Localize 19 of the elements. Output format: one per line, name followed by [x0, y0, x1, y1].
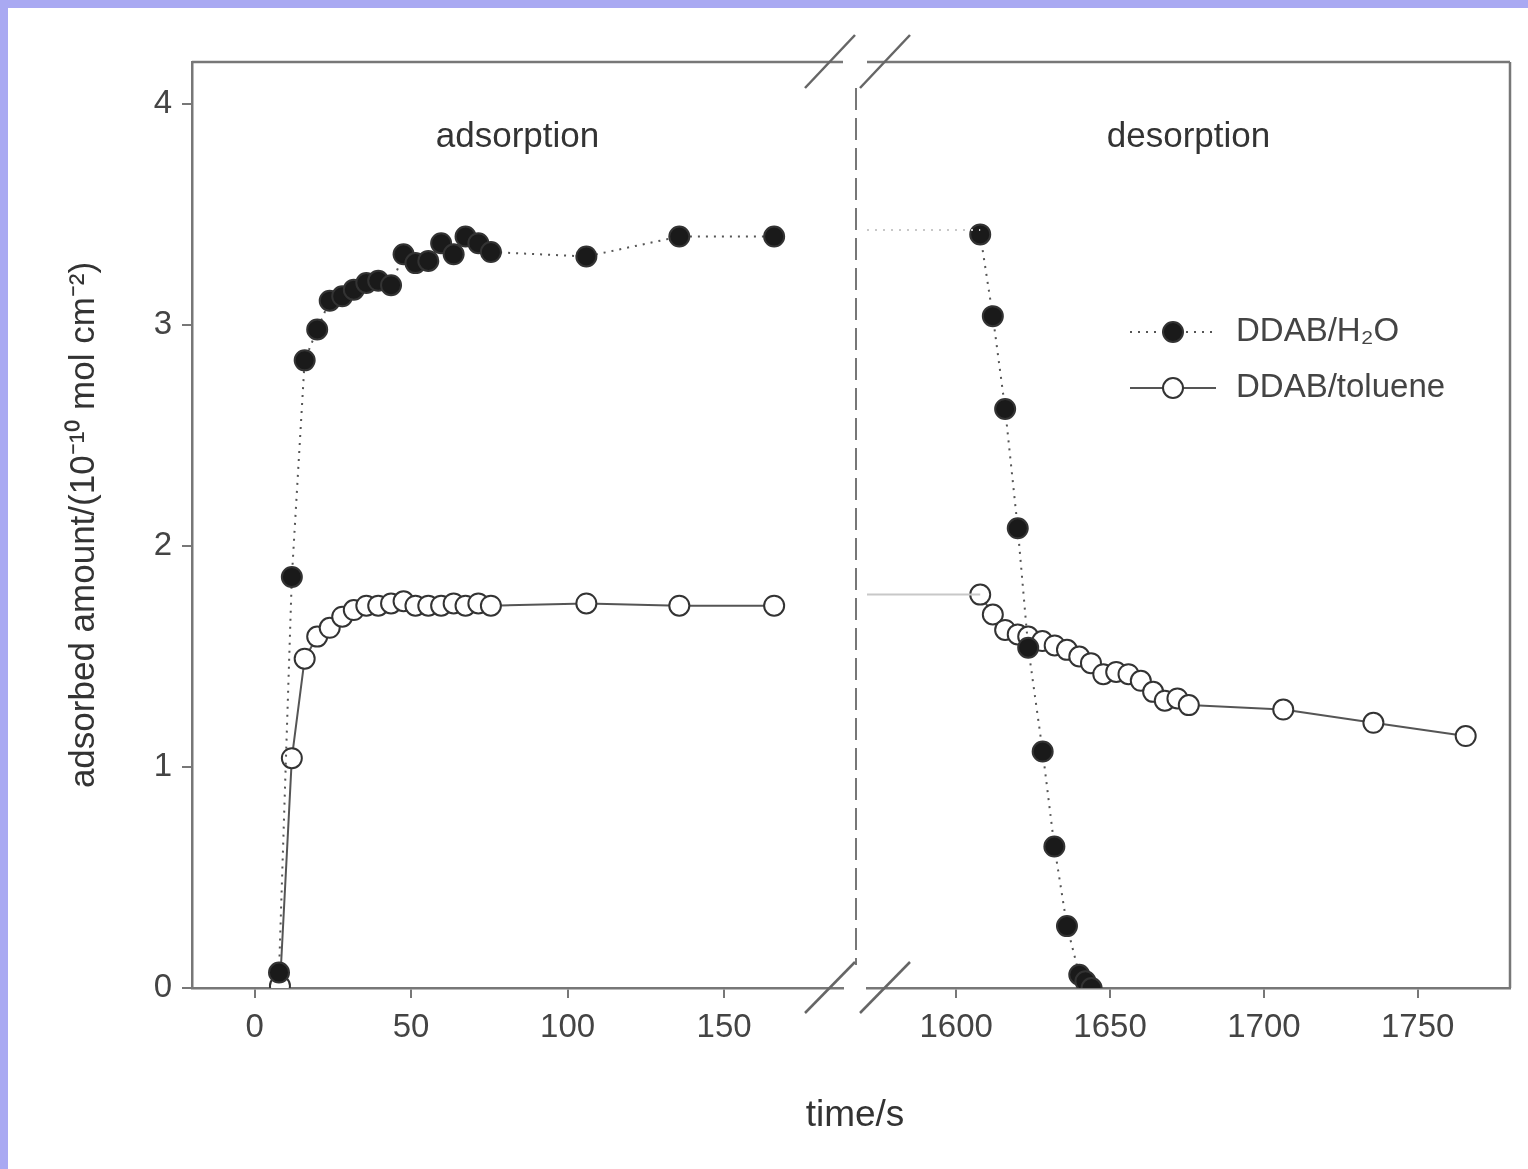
x-tick-label: 0	[245, 1006, 264, 1044]
legend-label: DDAB/toluene	[1236, 367, 1446, 405]
x-tick-label: 50	[392, 1006, 430, 1044]
y-axis-title: adsorbed amount/(10⁻¹⁰ mol cm⁻²)	[61, 261, 101, 789]
x-tick-label: 1650	[1073, 1006, 1147, 1044]
y-tick-label: 1	[153, 746, 172, 784]
x-tick-label: 100	[540, 1006, 596, 1044]
x-tick-label: 1750	[1380, 1006, 1455, 1044]
annotation: adsorption	[435, 114, 600, 154]
x-tick-label: 150	[696, 1006, 752, 1044]
y-tick-label: 2	[153, 525, 172, 563]
annotation: desorption	[1106, 114, 1271, 154]
y-tick-label: 0	[153, 967, 172, 1005]
x-axis-title: time/s	[804, 1093, 906, 1135]
legend-label: DDAB/H₂O	[1236, 311, 1400, 349]
x-tick-label: 1600	[919, 1006, 993, 1044]
y-tick-label: 4	[153, 83, 172, 121]
x-tick-label: 1700	[1227, 1006, 1301, 1044]
y-tick-label: 3	[153, 304, 172, 342]
